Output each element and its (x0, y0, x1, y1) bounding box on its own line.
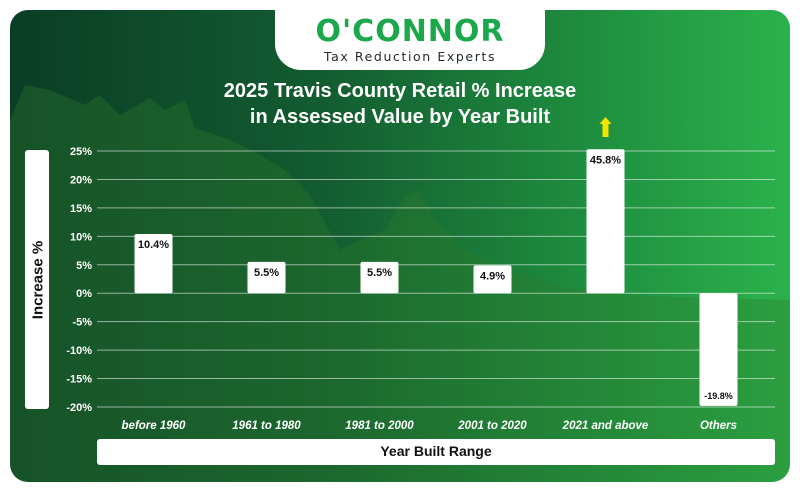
y-tick-label: 10% (70, 231, 92, 243)
brand-logo: O'CONNOR (315, 14, 505, 49)
y-tick-label: 20% (70, 174, 92, 186)
data-label: 45.8% (590, 154, 621, 166)
x-tick-label: 1981 to 2000 (345, 420, 414, 432)
background-mountain-silhouette (10, 85, 790, 482)
brand-tagline: Tax Reduction Experts (323, 49, 497, 64)
x-tick-label: 2021 and above (562, 420, 649, 432)
bar (247, 261, 286, 294)
x-tick-label: 2001 to 2020 (457, 420, 527, 432)
data-label: 5.5% (254, 267, 279, 279)
logo-tab: O'CONNOR Tax Reduction Experts (275, 10, 545, 70)
chart-title-line-2: in Assessed Value by Year Built (249, 106, 551, 128)
bar (473, 265, 512, 294)
bar (360, 261, 399, 294)
x-tick-label: before 1960 (122, 420, 187, 432)
y-tick-label: -10% (66, 345, 92, 357)
y-tick-label: 0% (76, 288, 92, 300)
bar (134, 234, 173, 294)
data-label: 10.4% (138, 239, 169, 251)
x-axis-label: Year Built Range (380, 443, 492, 459)
y-tick-label: -5% (72, 317, 92, 329)
data-label: 4.9% (480, 270, 505, 282)
y-tick-label: 25% (70, 146, 92, 158)
y-tick-label: -20% (66, 402, 92, 414)
bar (586, 149, 625, 294)
x-tick-label: Others (700, 420, 737, 432)
data-label: 5.5% (367, 267, 392, 279)
data-label: -19.8% (704, 391, 733, 401)
x-tick-label: 1961 to 1980 (232, 420, 301, 432)
chart-title-line-1: 2025 Travis County Retail % Increase (223, 80, 577, 102)
y-tick-label: -15% (66, 374, 92, 386)
y-tick-label: 5% (76, 260, 92, 272)
y-tick-label: 15% (70, 203, 92, 215)
chart-card: O'CONNOR Tax Reduction Experts (10, 10, 790, 482)
x-axis-label-box (97, 439, 775, 465)
y-axis-label-box (25, 150, 49, 409)
up-arrow-icon (599, 117, 612, 137)
bar (699, 293, 738, 406)
